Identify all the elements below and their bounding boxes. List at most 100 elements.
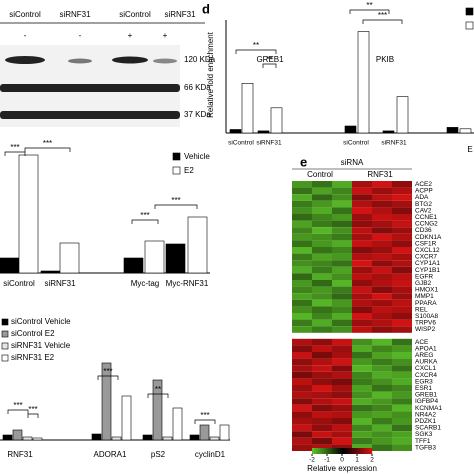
gene-label: EGFR xyxy=(415,273,433,280)
heatmap-cell xyxy=(372,378,392,385)
bar xyxy=(123,257,144,274)
heatmap-cell xyxy=(352,266,372,274)
legend-label: Vehicle xyxy=(184,152,210,161)
colorbar-step xyxy=(370,448,373,454)
heatmap-cell xyxy=(312,273,332,280)
heatmap-cell xyxy=(392,214,412,221)
colorbar-step xyxy=(344,448,347,454)
lane-label: siControl xyxy=(119,10,151,19)
heatmap-cell xyxy=(352,247,372,254)
gene-label: GREB1 xyxy=(415,392,437,399)
heatmap-cell xyxy=(372,431,392,438)
heatmap-cell xyxy=(292,227,312,234)
heatmap-cell xyxy=(312,233,332,241)
colorbar-step xyxy=(314,448,317,454)
gene-label: BTG2 xyxy=(415,201,432,208)
heatmap-cell xyxy=(372,207,392,214)
bar xyxy=(229,129,242,134)
heatmap-cell xyxy=(352,227,372,234)
heatmap-cell xyxy=(352,345,372,352)
heatmap-cell xyxy=(372,280,392,287)
heatmap-cell xyxy=(372,266,392,274)
heatmap-cell xyxy=(312,253,332,261)
gene-label: APOA1 xyxy=(415,345,437,352)
legend-swatch xyxy=(1,342,9,350)
colorbar-step xyxy=(342,448,345,454)
heatmap-cell xyxy=(312,444,332,451)
band-label: 66 KDa xyxy=(184,83,211,92)
sig-label: *** xyxy=(43,139,52,148)
legend-swatch xyxy=(1,318,9,326)
bar xyxy=(91,433,102,441)
legend-label: siRNF31 E2 xyxy=(11,353,55,362)
gene-label: SGK3 xyxy=(415,431,433,438)
bar xyxy=(142,434,153,441)
x-tick-label: siControl xyxy=(343,140,369,147)
legend-label: siControl E2 xyxy=(11,329,55,338)
heatmap-cell xyxy=(392,371,412,379)
colorbar-step xyxy=(320,448,323,454)
heatmap-cell xyxy=(332,181,352,188)
heatmap-cell xyxy=(332,187,352,195)
sig-bracket xyxy=(7,409,29,414)
heatmap-cell xyxy=(332,227,352,234)
heatmap-cell xyxy=(392,437,412,445)
heatmap-cell xyxy=(292,286,312,294)
group-title: E xyxy=(467,145,472,154)
bar xyxy=(270,107,283,134)
heatmap-cell xyxy=(352,326,372,333)
heatmap-cell xyxy=(392,280,412,287)
heatmap-cell xyxy=(292,220,312,228)
heatmap-cell xyxy=(332,398,352,405)
bar xyxy=(12,429,23,441)
heatmap-cell xyxy=(392,385,412,392)
sig-bracket xyxy=(97,375,119,380)
heatmap-cell xyxy=(352,240,372,247)
treatment-label: + xyxy=(128,31,133,40)
heatmap-cell xyxy=(332,253,352,261)
gene-label: SCARB1 xyxy=(415,425,441,432)
heatmap-cell xyxy=(292,418,312,425)
heatmap-cell xyxy=(352,352,372,359)
sig-label: *** xyxy=(13,401,22,410)
colorbar-step xyxy=(326,448,329,454)
treatment-label: - xyxy=(79,31,82,40)
heatmap-cell xyxy=(332,313,352,320)
heatmap-cell xyxy=(332,352,352,359)
heatmap-cell xyxy=(312,306,332,313)
gene-label: ESR1 xyxy=(415,385,432,392)
heatmap-cell xyxy=(312,280,332,287)
heatmap-cell xyxy=(292,326,312,333)
gene-label: MMP1 xyxy=(415,293,434,300)
sig-bracket xyxy=(194,419,216,424)
heatmap-cell xyxy=(292,247,312,254)
heatmap-cell xyxy=(312,266,332,274)
colorbar-step xyxy=(360,448,363,454)
heatmap-cell xyxy=(292,338,312,346)
heatmap-cell xyxy=(312,181,332,188)
sig-bracket xyxy=(27,413,39,418)
gene-label: CCNE1 xyxy=(415,214,437,221)
heatmap-cell xyxy=(312,299,332,307)
heatmap-cell xyxy=(312,365,332,372)
colorbar-step xyxy=(328,448,331,454)
heatmap-cell xyxy=(392,444,412,451)
heatmap-cell xyxy=(332,437,352,445)
gene-label: CYP1B1 xyxy=(415,267,440,274)
heatmap-cell xyxy=(392,345,412,352)
gene-label: CXCL1 xyxy=(415,365,436,372)
heatmap-cell xyxy=(392,313,412,320)
heatmap-cell xyxy=(292,319,312,327)
heatmap-cell xyxy=(372,306,392,313)
heatmap-cell xyxy=(312,227,332,234)
colorbar-step xyxy=(354,448,357,454)
bar xyxy=(32,437,43,441)
heatmap-cell xyxy=(392,273,412,280)
heatmap-cell xyxy=(312,240,332,247)
heatmap-cell xyxy=(392,260,412,267)
bar xyxy=(165,243,186,274)
legend-label: E2 xyxy=(184,166,194,175)
heatmap-cell xyxy=(352,299,372,307)
heatmap-cell xyxy=(312,286,332,294)
heatmap-cell xyxy=(332,326,352,333)
